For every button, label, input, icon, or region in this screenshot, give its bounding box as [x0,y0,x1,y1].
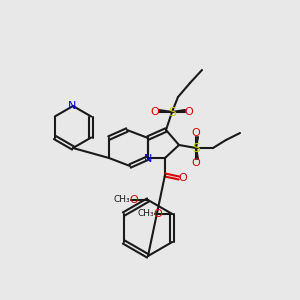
Text: S: S [192,142,200,154]
Text: O: O [151,107,159,117]
Text: O: O [184,107,194,117]
Text: O: O [154,209,163,219]
Text: N: N [144,154,152,164]
Text: CH₃: CH₃ [114,196,130,205]
Text: N: N [68,101,76,111]
Text: CH₃: CH₃ [138,209,154,218]
Text: O: O [192,158,200,168]
Text: S: S [168,106,176,118]
Text: O: O [130,195,138,205]
Text: O: O [178,173,188,183]
Text: O: O [192,128,200,138]
